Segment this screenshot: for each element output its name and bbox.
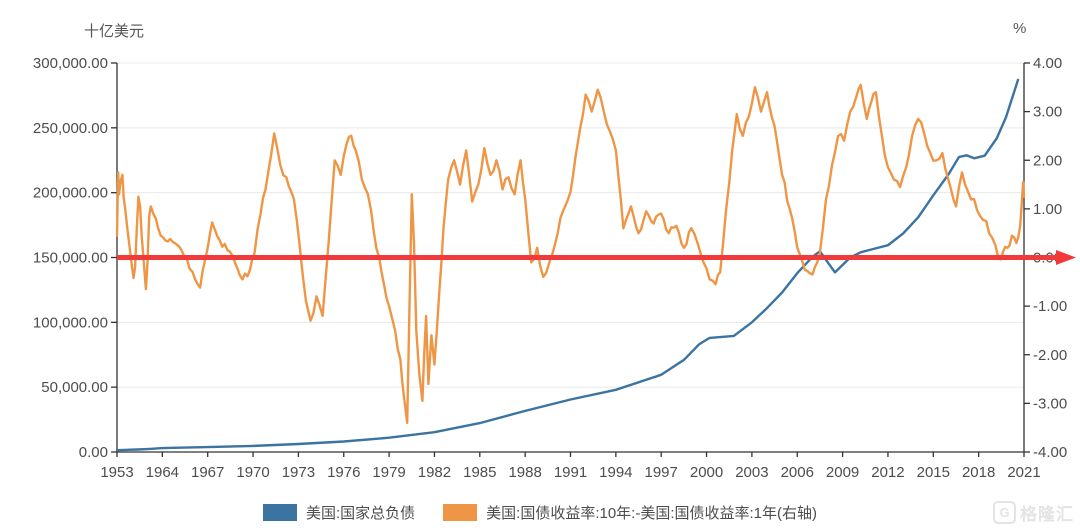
right-axis-tick-label: -2.00 xyxy=(1033,347,1067,364)
right-axis-tick-label: 4.00 xyxy=(1033,55,1062,72)
left-axis-tick-label: 200,000.00 xyxy=(33,185,108,202)
x-axis-tick-label: 1967 xyxy=(191,464,224,481)
x-axis-tick-label: 1953 xyxy=(100,464,133,481)
left-axis-tick-label: 150,000.00 xyxy=(33,250,108,267)
x-axis-tick-label: 2003 xyxy=(735,464,768,481)
debt-series-swatch xyxy=(262,503,297,521)
left-axis-unit-label: 十亿美元 xyxy=(84,23,145,40)
x-axis-tick-label: 1976 xyxy=(327,464,360,481)
x-axis-tick-label: 1964 xyxy=(146,464,179,481)
right-axis-tick-label: 1.00 xyxy=(1033,201,1062,218)
x-axis-tick-label: 1973 xyxy=(282,464,315,481)
zero-baseline-arrow xyxy=(117,250,1076,265)
x-axis-tick-label: 1994 xyxy=(599,464,632,481)
x-axis-tick-label: 2018 xyxy=(962,464,995,481)
chart-legend: 美国:国家总负债 美国:国债收益率:10年:-美国:国债收益率:1年(右轴) xyxy=(0,499,1080,525)
left-axis-tick-label: 0.00 xyxy=(79,444,108,461)
x-axis-tick-label: 1991 xyxy=(554,464,587,481)
gridlines xyxy=(117,62,1024,388)
tick-marks xyxy=(111,62,1030,457)
x-axis-tick-label: 2012 xyxy=(871,464,904,481)
debt-line-series xyxy=(115,78,1020,452)
x-axis-tick-label: 1985 xyxy=(463,464,496,481)
left-axis-tick-label: 100,000.00 xyxy=(33,314,108,331)
left-axis-tick-label: 300,000.00 xyxy=(33,55,108,72)
x-axis-tick-label: 2021 xyxy=(1007,464,1040,481)
x-axis-tick-label: 2015 xyxy=(917,464,950,481)
x-axis-tick-label: 1997 xyxy=(645,464,678,481)
yield-spread-series-swatch xyxy=(443,503,478,521)
tick-labels: 0.00 50,000.00 100,000.00 150,000.00 200,000… xyxy=(33,55,1067,481)
x-axis-tick-label: 1979 xyxy=(372,464,405,481)
x-axis-tick-label: 2000 xyxy=(690,464,723,481)
left-axis-tick-label: 250,000.00 xyxy=(33,120,108,137)
right-axis-tick-label: 2.00 xyxy=(1033,152,1062,169)
right-axis-tick-label: 3.00 xyxy=(1033,104,1062,121)
debt-series-label: 美国:国家总负债 xyxy=(305,504,416,522)
x-axis-tick-label: 1982 xyxy=(418,464,451,481)
right-axis-tick-label: -4.00 xyxy=(1033,444,1067,461)
x-axis-tick-label: 2009 xyxy=(826,464,859,481)
yield-spread-series xyxy=(115,83,1026,424)
gelonghui-watermark: G 格隆汇 xyxy=(993,500,1074,525)
right-axis-unit-label: % xyxy=(1013,20,1027,37)
right-axis-tick-label: -1.00 xyxy=(1033,298,1067,315)
x-axis-tick-label: 1970 xyxy=(236,464,269,481)
gelonghui-watermark-text: 格隆汇 xyxy=(1020,505,1074,524)
right-axis-tick-label: -3.00 xyxy=(1033,395,1067,412)
yield-spread-series-label: 美国:国债收益率:10年:-美国:国债收益率:1年(右轴) xyxy=(486,504,818,522)
x-axis-tick-label: 2006 xyxy=(781,464,814,481)
legend-item-yield-spread: 美国:国债收益率:10年:-美国:国债收益率:1年(右轴) xyxy=(443,502,817,523)
legend-item-debt: 美国:国家总负债 xyxy=(262,502,416,523)
gelonghui-logo-icon: G xyxy=(993,501,1016,524)
x-axis-tick-label: 1988 xyxy=(508,464,541,481)
left-axis-tick-label: 50,000.00 xyxy=(41,379,108,396)
